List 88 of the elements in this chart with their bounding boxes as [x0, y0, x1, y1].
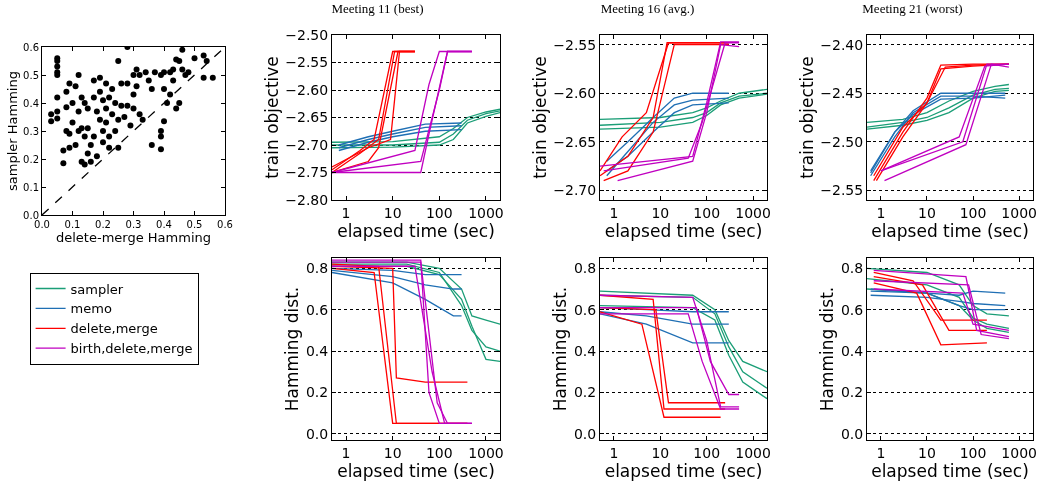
y-axis-title: Hamming dist. [817, 286, 838, 412]
y-tick-label: 0.6 [840, 301, 864, 318]
chart-title: Meeting 11 (best) [331, 1, 424, 17]
y-axis-title: train objective [261, 56, 282, 179]
y-tick-label: 0.4 [573, 342, 597, 359]
y-tick-label: −2.75 [285, 164, 329, 181]
x-axis-title: elapsed time (sec) [337, 460, 495, 481]
x-tick-label: 0.1 [64, 219, 81, 230]
legend-label: memo [70, 301, 112, 317]
y-tick-label: −2.45 [820, 85, 864, 102]
x-tick-label: 10 [651, 204, 670, 221]
x-tick-label: 1 [876, 204, 886, 221]
y-tick-label: 0.6 [23, 41, 39, 53]
y-tick-label: −2.55 [553, 36, 597, 53]
y-tick-label: −2.55 [820, 182, 864, 199]
y-tick-label: −2.60 [553, 85, 597, 102]
y-tick-label: 0.2 [573, 384, 597, 401]
x-axis-title: delete-merge Hamming [56, 230, 211, 245]
y-tick-label: −2.70 [285, 136, 329, 153]
legend-label: sampler [70, 281, 124, 297]
x-axis-title: elapsed time (sec) [871, 220, 1029, 241]
y-tick-label: 0.2 [840, 384, 864, 401]
x-tick-label: 1000 [1001, 444, 1037, 461]
y-tick-label: 0.8 [305, 260, 329, 277]
y-tick-label: 0.4 [23, 97, 39, 109]
x-tick-label: 100 [425, 444, 453, 461]
x-axis-title: elapsed time (sec) [337, 220, 495, 241]
legend-label: delete,merge [70, 321, 158, 337]
y-tick-label: 0.2 [23, 153, 39, 165]
x-tick-label: 1000 [735, 204, 771, 221]
x-tick-label: 0.0 [34, 219, 50, 230]
x-tick-label: 100 [959, 444, 987, 461]
x-tick-label: 1 [341, 204, 351, 221]
y-tick-label: −2.55 [285, 54, 329, 71]
x-tick-label: 10 [383, 444, 402, 461]
y-tick-label: 0.6 [305, 301, 329, 318]
y-tick-label: 0.2 [305, 384, 329, 401]
y-tick-label: 0.0 [573, 425, 597, 442]
chart-title: Meeting 16 (avg.) [600, 1, 695, 17]
y-tick-label: 0.3 [23, 125, 39, 137]
x-tick-label: 0.4 [156, 219, 172, 230]
x-tick-label: 1000 [1001, 204, 1037, 221]
y-tick-label: −2.60 [285, 81, 329, 98]
x-tick-label: 0.5 [186, 219, 203, 230]
y-tick-label: 0.5 [23, 69, 39, 81]
x-tick-label: 10 [918, 444, 936, 461]
x-tick-label: 1 [876, 444, 886, 461]
y-tick-label: −2.50 [285, 26, 329, 43]
y-tick-label: 0.6 [573, 301, 597, 318]
y-tick-label: 0.4 [305, 342, 329, 359]
x-tick-label: 1 [609, 204, 619, 221]
x-tick-label: 1000 [468, 444, 504, 461]
chart-title: Meeting 21 (worst) [862, 1, 963, 17]
x-tick-label: 1 [609, 444, 619, 461]
y-tick-label: 0.1 [23, 181, 39, 193]
y-tick-label: 0.8 [840, 260, 864, 277]
x-axis-title: elapsed time (sec) [604, 220, 763, 241]
y-axis-title: Hamming dist. [550, 286, 571, 412]
y-tick-label: 0.8 [573, 260, 597, 277]
x-tick-label: 0.2 [95, 219, 111, 230]
x-tick-label: 1000 [468, 204, 504, 221]
x-tick-label: 0.6 [217, 219, 233, 230]
x-tick-label: 0.3 [125, 219, 142, 230]
y-axis-title: Hamming dist. [282, 286, 303, 412]
x-tick-label: 1000 [735, 444, 771, 461]
y-tick-label: −2.65 [285, 109, 329, 126]
x-tick-label: 1 [341, 444, 351, 461]
y-axis-title: sampler Hamming [5, 71, 21, 191]
y-tick-label: −2.70 [553, 182, 597, 199]
x-tick-label: 100 [693, 204, 721, 221]
y-tick-label: −2.40 [820, 36, 864, 53]
x-tick-label: 10 [651, 444, 670, 461]
x-tick-label: 100 [425, 204, 453, 221]
y-tick-label: 0.0 [840, 425, 864, 442]
y-axis-title: train objective [796, 56, 817, 179]
x-tick-label: 100 [693, 444, 721, 461]
x-axis-title: elapsed time (sec) [871, 460, 1029, 481]
y-tick-label: −2.80 [285, 191, 329, 208]
x-tick-label: 100 [959, 204, 987, 221]
y-tick-label: −2.50 [820, 133, 864, 150]
x-tick-label: 10 [383, 204, 402, 221]
y-tick-label: 0.4 [840, 342, 864, 359]
x-tick-label: 10 [918, 204, 936, 221]
y-tick-label: −2.65 [553, 133, 597, 150]
y-tick-label: 0.0 [305, 425, 329, 442]
legend-label: birth,delete,merge [70, 341, 193, 357]
x-axis-title: elapsed time (sec) [604, 460, 763, 481]
y-axis-title: train objective [529, 56, 550, 179]
